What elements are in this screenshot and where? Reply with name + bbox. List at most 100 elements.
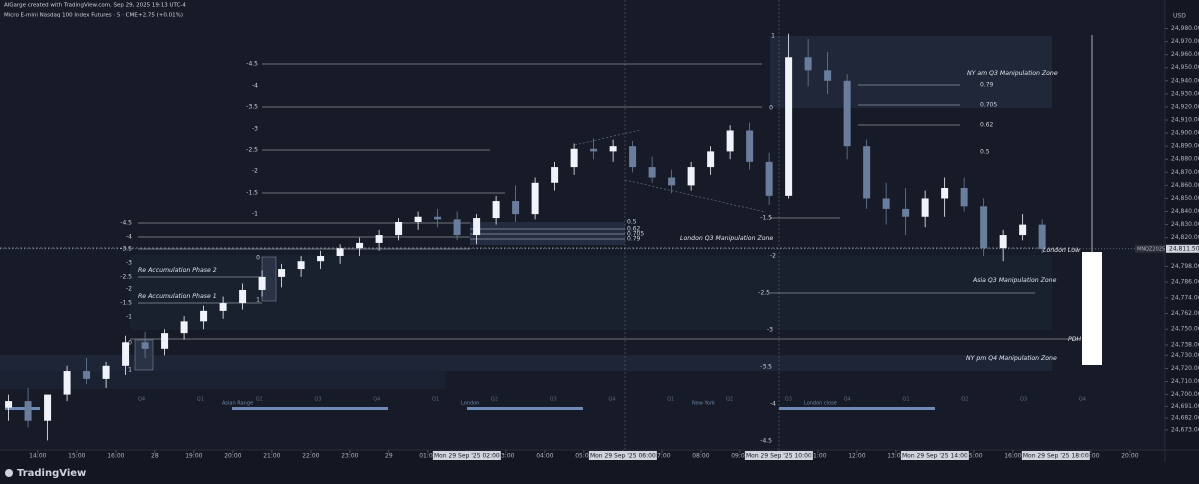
x-tick-label: 20:00 [224, 453, 241, 460]
x-tick-label: 28 [151, 453, 159, 460]
fib-label: 1 [256, 297, 260, 304]
candle-body [882, 198, 890, 209]
quarter-label: Q2 [491, 397, 498, 403]
quarter-label: Q2 [961, 397, 968, 403]
fib-label: -4 [126, 234, 132, 241]
y-tick-label: 24,930.00 [1171, 90, 1199, 97]
x-tick-label: 16:00 [107, 453, 124, 460]
fib-label: 0.5 [980, 149, 990, 156]
x-tick-bubble [744, 451, 813, 460]
fib-label: -1 [126, 314, 132, 321]
y-tick-label: 24,860.00 [1171, 182, 1199, 189]
logo [5, 469, 13, 477]
candle-body [863, 146, 871, 199]
x-tick-label: 14:00 [29, 453, 46, 460]
x-tick-label: 11:00 [809, 453, 826, 460]
session-dividers [624, 0, 780, 450]
zone [0, 371, 445, 389]
candle-body [278, 269, 286, 277]
annotation: London Q3 Manipulation Zone [680, 234, 773, 242]
candle-body [453, 219, 461, 236]
symbol-label: MNQZ2025 [1137, 246, 1165, 252]
y-tick-label: 24,750.00 [1171, 326, 1199, 333]
x-tick-label: Mon 29 Sep '25 06:00 [590, 453, 656, 460]
zone [130, 255, 1052, 330]
triangle [574, 129, 766, 213]
x-tick-label: 16:00 [1004, 453, 1021, 460]
quarter-label: Q3 [314, 397, 321, 403]
candle-body [258, 276, 266, 290]
x-tick-bubble [432, 451, 501, 460]
symbol-bg [1135, 244, 1165, 253]
candle-body [24, 401, 32, 421]
fib-label: 1 [128, 367, 132, 374]
y-tick-label: 24,720.00 [1171, 365, 1199, 372]
candle-body [804, 57, 812, 71]
x-tick-bubble [900, 451, 969, 460]
fib-label: 0.705 [980, 102, 997, 109]
quarter-label: Q4 [844, 397, 851, 403]
fib-label: -3 [252, 126, 258, 133]
y-tick-label: 24,890.00 [1171, 143, 1199, 150]
candle-body [570, 148, 578, 168]
candle-body [5, 401, 13, 408]
candle-body [141, 342, 149, 349]
fib-label: 0.705 [627, 231, 644, 238]
candle-body [590, 148, 598, 152]
y-tick-label: 24,920.00 [1171, 103, 1199, 110]
candle-body [336, 248, 344, 256]
candle-body [999, 235, 1007, 249]
fib-label: -4.5 [246, 61, 258, 68]
quarter-label: Q3 [550, 397, 557, 403]
candle-body [609, 146, 617, 152]
y-tick-label: 24,870.00 [1171, 169, 1199, 176]
y-tick-label: 24,700.00 [1171, 391, 1199, 398]
fib-label: -3 [767, 327, 773, 334]
x-tick-label: 15:00 [68, 453, 85, 460]
x-tick-label: 15:00 [965, 453, 982, 460]
brand: TradingView [17, 468, 86, 479]
candle-body [668, 177, 676, 186]
candle-body [746, 130, 754, 162]
candle-body [902, 208, 910, 217]
fib-label: 0.5 [627, 219, 637, 226]
y-tick-label: 24,820.00 [1171, 234, 1199, 241]
fib-label: 1 [771, 33, 775, 40]
fib-label: -1.5 [760, 215, 772, 222]
last-price-bg [1166, 244, 1199, 253]
candle-body [180, 321, 188, 334]
candle-body [960, 188, 968, 207]
fib-label: 0.62 [980, 122, 994, 129]
x-tick-label: 19:00 [1082, 453, 1099, 460]
candle-body [941, 188, 949, 199]
fib-label: 0.62 [627, 226, 641, 233]
quarter-label: Q1 [902, 397, 909, 403]
zone [470, 222, 625, 245]
candle-body [648, 167, 656, 178]
session-label: London [461, 401, 479, 407]
fib-label: -1 [252, 211, 258, 218]
quarter-label: Q4 [138, 397, 145, 403]
annotation: Re Accumulation Phase 1 [138, 292, 217, 300]
projection-box [1082, 252, 1102, 365]
candle-body [200, 310, 208, 322]
x-tick-label: 19:00 [185, 453, 202, 460]
y-tick-label: 24,980.00 [1171, 25, 1199, 32]
candle-body [687, 167, 695, 186]
candle-body [102, 365, 110, 379]
quarter-label: Q4 [608, 397, 615, 403]
quarter-label: Q4 [1079, 397, 1086, 403]
x-tick-label: 12:00 [848, 453, 865, 460]
x-tick-label: 07:00 [653, 453, 670, 460]
candle-body [414, 216, 422, 222]
candle-body [707, 151, 715, 168]
y-tick-label: 24,730.00 [1171, 352, 1199, 359]
annotation: NY am Q3 Manipulation Zone [967, 69, 1058, 77]
candle-body [434, 216, 442, 220]
candle-body [726, 130, 734, 152]
quarter-label: Q3 [785, 397, 792, 403]
symbol-line: Micro E-mini Nasdaq 100 Index Futures · … [4, 13, 138, 19]
y-tick-label: 24,900.00 [1171, 130, 1199, 137]
y-tick-label: 24,940.00 [1171, 77, 1199, 84]
